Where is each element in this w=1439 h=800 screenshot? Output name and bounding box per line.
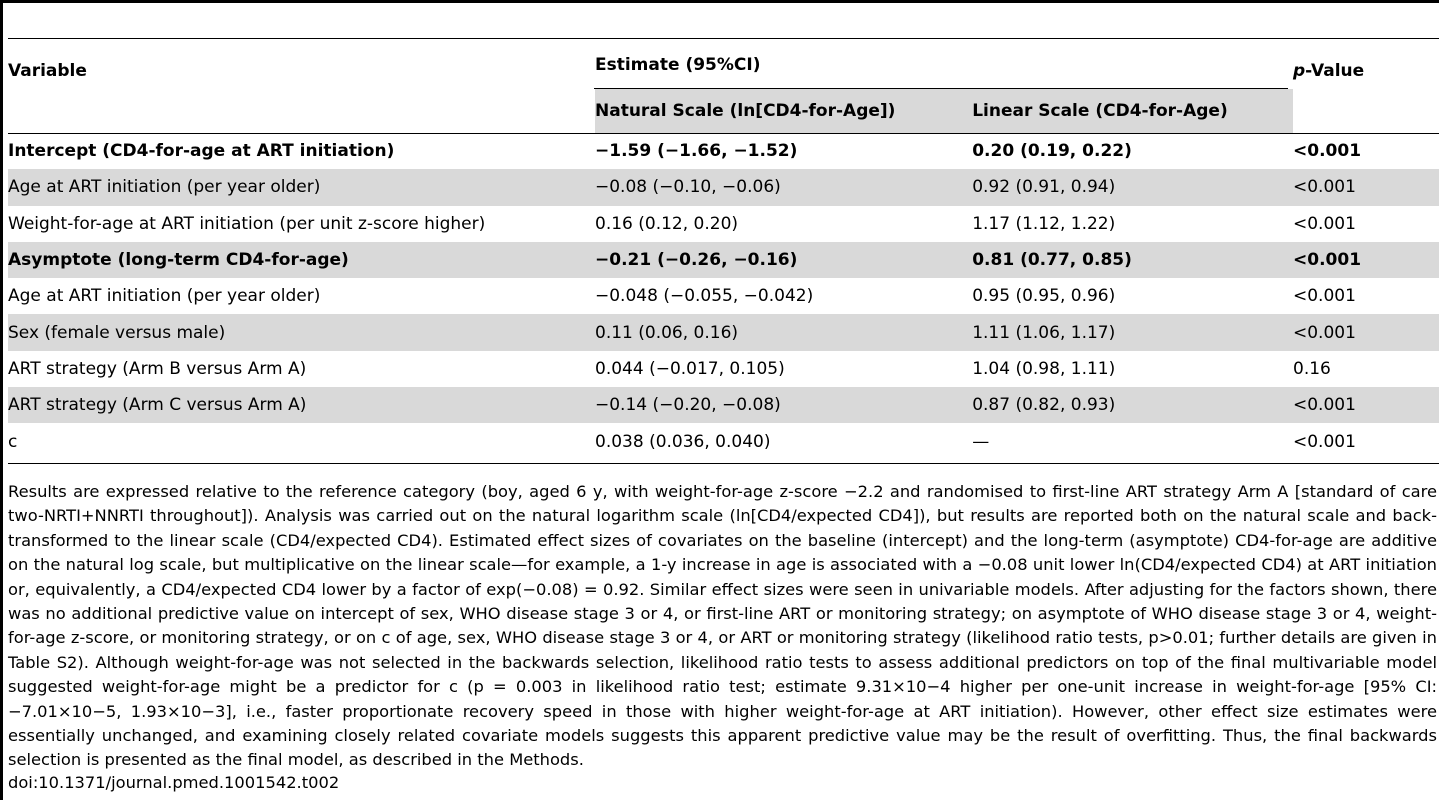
- cell-variable: Weight-for-age at ART initiation (per un…: [8, 213, 486, 234]
- cell-variable: c: [8, 431, 18, 452]
- cell-variable: Sex (female versus male): [8, 322, 226, 343]
- cell-linear: 0.81 (0.77, 0.85): [972, 250, 1132, 271]
- cell-pvalue: <0.001: [1293, 213, 1356, 234]
- table-row: Sex (female versus male) 0.11 (0.06, 0.16…: [8, 314, 1439, 351]
- table-row: ART strategy (Arm B versus Arm A) 0.044 (…: [8, 351, 1439, 387]
- left-border: [0, 0, 3, 800]
- header-linear: Linear Scale (CD4-for-Age): [972, 89, 1293, 133]
- cell-natural: −0.14 (−0.20, −0.08): [595, 395, 781, 416]
- table-row: Asymptote (long-term CD4-for-age) −0.21 (…: [8, 241, 1439, 279]
- cell-linear: 0.87 (0.82, 0.93): [972, 395, 1116, 416]
- table-row: Age at ART initiation (per year older) −0…: [8, 169, 1439, 206]
- table-body: Intercept (CD4-for-age at ART initiation…: [8, 133, 1439, 460]
- cell-variable: Age at ART initiation (per year older): [8, 177, 321, 198]
- cell-pvalue: <0.001: [1293, 322, 1356, 343]
- estimate-span-rule: [594, 88, 1288, 89]
- table-row: ART strategy (Arm C versus Arm A) −0.14 (…: [8, 387, 1439, 424]
- header-pvalue: p-Value: [1293, 61, 1365, 81]
- cell-natural: −0.08 (−0.10, −0.06): [595, 177, 781, 198]
- cell-variable: Asymptote (long-term CD4-for-age): [8, 250, 349, 271]
- cell-variable: Age at ART initiation (per year older): [8, 286, 321, 307]
- cell-natural: 0.11 (0.06, 0.16): [595, 322, 739, 343]
- table-footnote: Results are expressed relative to the re…: [8, 480, 1437, 773]
- cell-natural: 0.16 (0.12, 0.20): [595, 213, 739, 234]
- cell-natural: −0.21 (−0.26, −0.16): [595, 250, 798, 271]
- cell-linear: 0.95 (0.95, 0.96): [972, 286, 1116, 307]
- cell-pvalue: <0.001: [1293, 431, 1356, 452]
- cell-pvalue: <0.001: [1293, 177, 1356, 198]
- table-row: Intercept (CD4-for-age at ART initiation…: [8, 133, 1439, 169]
- header-variable: Variable: [8, 61, 87, 81]
- table-row: Age at ART initiation (per year older) −0…: [8, 278, 1439, 314]
- header-bottom-rule: [8, 133, 1439, 134]
- header-natural: Natural Scale (ln[CD4-for-Age]): [595, 89, 973, 133]
- cell-natural: −0.048 (−0.055, −0.042): [595, 286, 814, 307]
- doi-label: doi:10.1371/journal.pmed.1001542.t002: [8, 773, 340, 792]
- cell-variable: Intercept (CD4-for-age at ART initiation…: [8, 141, 395, 162]
- table-row: c 0.038 (0.036, 0.040) — <0.001: [8, 423, 1439, 459]
- table-top-rule: [8, 38, 1439, 39]
- results-table: Variable Estimate (95%CI) p-Value Natura…: [8, 43, 1439, 460]
- cell-variable: ART strategy (Arm C versus Arm A): [8, 395, 307, 416]
- cell-natural: 0.044 (−0.017, 0.105): [595, 358, 785, 379]
- cell-linear: —: [972, 431, 990, 452]
- top-border: [0, 0, 1439, 3]
- cell-natural: 0.038 (0.036, 0.040): [595, 431, 771, 452]
- cell-natural: −1.59 (−1.66, −1.52): [595, 141, 798, 162]
- cell-pvalue: <0.001: [1293, 141, 1362, 162]
- cell-linear: 1.04 (0.98, 1.11): [972, 358, 1116, 379]
- table-row: Weight-for-age at ART initiation (per un…: [8, 206, 1439, 242]
- cell-linear: 1.11 (1.06, 1.17): [972, 322, 1116, 343]
- cell-variable: ART strategy (Arm B versus Arm A): [8, 358, 307, 379]
- cell-linear: 0.20 (0.19, 0.22): [972, 141, 1132, 162]
- cell-pvalue: <0.001: [1293, 286, 1356, 307]
- table-bottom-rule: [8, 463, 1439, 464]
- cell-pvalue: 0.16: [1293, 358, 1331, 379]
- cell-pvalue: <0.001: [1293, 395, 1356, 416]
- cell-pvalue: <0.001: [1293, 250, 1362, 271]
- cell-linear: 0.92 (0.91, 0.94): [972, 177, 1116, 198]
- cell-linear: 1.17 (1.12, 1.22): [972, 213, 1116, 234]
- footnote-text: Results are expressed relative to the re…: [8, 482, 1437, 770]
- header-estimate: Estimate (95%CI): [595, 55, 761, 75]
